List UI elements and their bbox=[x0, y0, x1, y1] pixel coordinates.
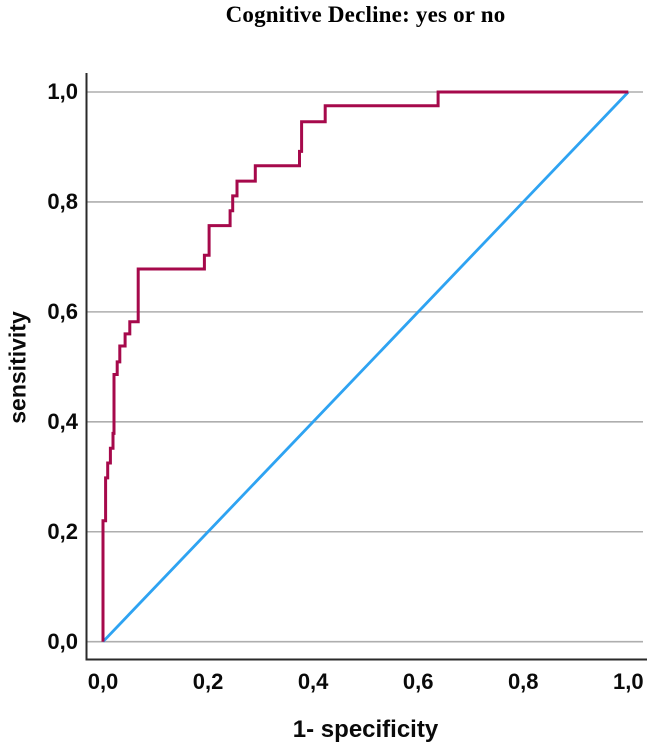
y-tick-label: 1,0 bbox=[47, 79, 78, 104]
roc-curve-line bbox=[101, 90, 629, 642]
x-tick-label: 0,8 bbox=[507, 669, 539, 694]
y-tick-label: 0,4 bbox=[47, 408, 78, 434]
x-tick-label: 0,4 bbox=[297, 669, 329, 694]
y-tick-label: 0,0 bbox=[47, 628, 78, 654]
x-axis-title: 1- specificity bbox=[292, 716, 439, 743]
y-tick-label: 0,2 bbox=[47, 518, 78, 544]
chart-title: Cognitive Decline: yes or no bbox=[225, 2, 506, 27]
y-tick-label: 0,6 bbox=[47, 298, 78, 324]
x-tick-label: 0,0 bbox=[87, 669, 119, 694]
x-tick-label: 0,6 bbox=[402, 669, 434, 694]
reference-line bbox=[101, 91, 630, 643]
y-tick-label: 0,8 bbox=[47, 188, 78, 214]
x-tick-label: 0,2 bbox=[192, 669, 224, 694]
x-tick-label: 1,0 bbox=[613, 669, 644, 694]
